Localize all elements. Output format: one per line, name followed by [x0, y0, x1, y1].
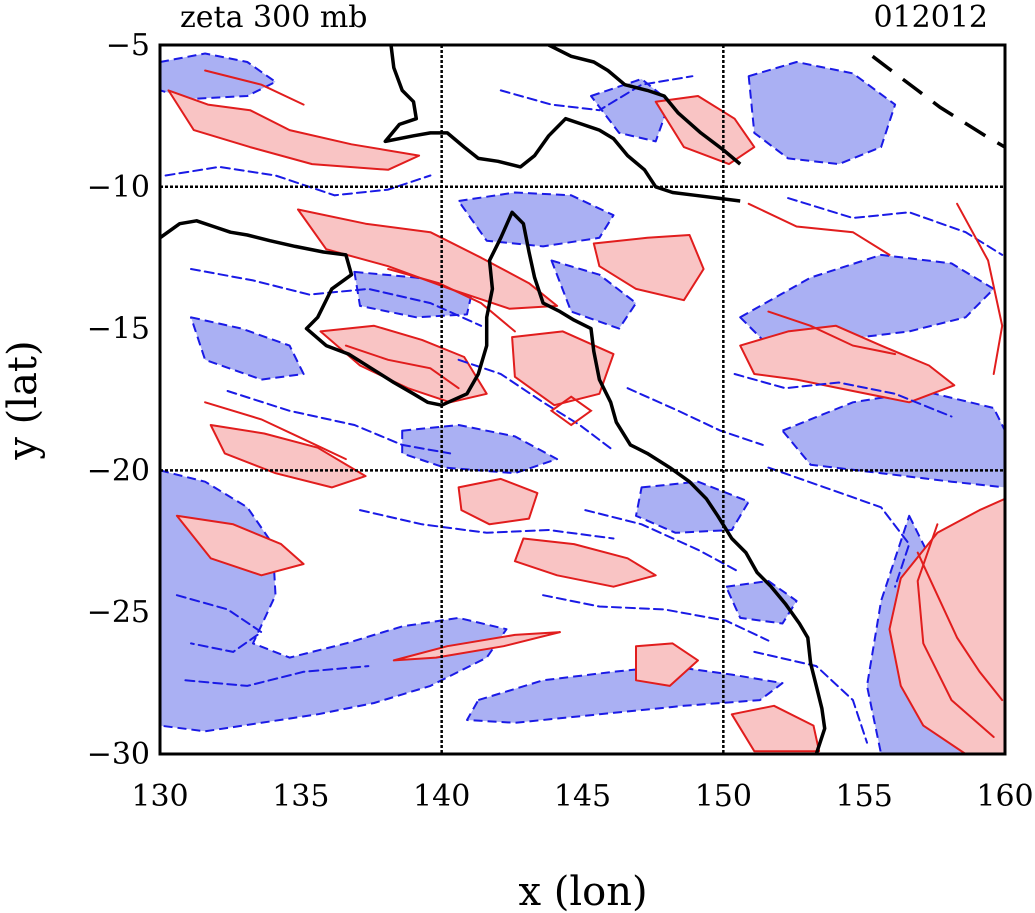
- positive-region-12: [635, 642, 699, 687]
- negative-contour-12: [457, 358, 615, 452]
- x-tick-label-3: 145: [554, 779, 611, 814]
- y-tick-label-0: −5: [106, 28, 150, 63]
- positive-region-9: [739, 324, 956, 404]
- positive-contour-9: [767, 310, 897, 356]
- positive-region-0: [392, 631, 561, 662]
- negative-contour-2: [226, 390, 452, 455]
- positive-contour-2: [204, 401, 347, 461]
- coastline-1: [547, 45, 742, 166]
- negative-contour-8: [753, 650, 868, 744]
- positive-region-4: [209, 424, 367, 489]
- negative-contour-0: [164, 165, 432, 197]
- x-tick-label-4: 150: [695, 779, 752, 814]
- negative-contour-10: [499, 75, 694, 112]
- positive-region-1: [167, 89, 421, 171]
- x-tick-label-1: 135: [272, 779, 329, 814]
- negative-region-5: [457, 191, 615, 248]
- positive-region-5: [175, 514, 305, 577]
- y-tick-label-2: −15: [87, 312, 150, 347]
- positive-contour-8: [549, 395, 593, 427]
- negative-contour-3: [359, 509, 615, 540]
- positive-region-13: [730, 704, 821, 753]
- x-tick-label-6: 160: [976, 779, 1033, 814]
- positive-region-11: [457, 477, 539, 526]
- negative-region-11: [190, 316, 305, 381]
- y-axis-ticks: −5 −10 −15 −20 −25 −30: [87, 28, 150, 772]
- positive-contour-0: [387, 268, 516, 333]
- title-right: 012012: [873, 0, 988, 35]
- negative-contour-5: [542, 594, 770, 642]
- negative-contour-4: [175, 594, 264, 653]
- positive-contour-1: [344, 344, 460, 390]
- gridlines: [160, 45, 1005, 754]
- positive-contour-3: [916, 551, 1004, 702]
- coastline-0: [383, 45, 741, 203]
- x-tick-label-5: 155: [836, 779, 893, 814]
- negative-region-3: [781, 390, 1005, 489]
- coastline-2: [160, 210, 827, 754]
- x-tick-label-0: 130: [131, 779, 188, 814]
- x-axis-ticks: 130 135 140 145 150 155 160: [131, 779, 1033, 814]
- negative-region-6: [160, 52, 277, 100]
- coastline-layer: [160, 45, 1005, 754]
- positive-region-7: [511, 330, 615, 407]
- negative-contour-1: [190, 268, 483, 327]
- coastline-dashed-0: [871, 54, 1005, 149]
- y-tick-label-4: −25: [87, 595, 150, 630]
- positive-region-6: [592, 234, 705, 302]
- positive-contour-7: [204, 69, 305, 106]
- negative-region-1: [466, 665, 784, 724]
- y-axis-label: y (lat): [0, 340, 46, 460]
- negative-contour-7: [767, 466, 911, 588]
- plot-frame: [158, 43, 1007, 756]
- positive-region-10: [513, 537, 657, 588]
- y-tick-label-1: −10: [87, 170, 150, 205]
- negative-contour-13: [584, 509, 742, 574]
- y-tick-label-5: −30: [87, 737, 150, 772]
- positive-contour-6: [956, 202, 1004, 375]
- title-left: zeta 300 mb: [180, 0, 368, 35]
- negative-contour-14: [184, 665, 370, 687]
- positive-contour-4: [916, 523, 995, 738]
- negative-contour-6: [733, 373, 953, 418]
- negative-contour-11: [626, 387, 764, 446]
- positive-vorticity-contours: [204, 69, 1004, 738]
- negative-region-4: [747, 61, 897, 166]
- negative-region-12: [590, 78, 671, 143]
- positive-contour-5: [747, 202, 891, 256]
- y-tick-label-3: −20: [87, 453, 150, 488]
- x-tick-label-2: 140: [413, 779, 470, 814]
- negative-region-13: [550, 259, 637, 330]
- x-axis-label: x (lon): [518, 869, 647, 913]
